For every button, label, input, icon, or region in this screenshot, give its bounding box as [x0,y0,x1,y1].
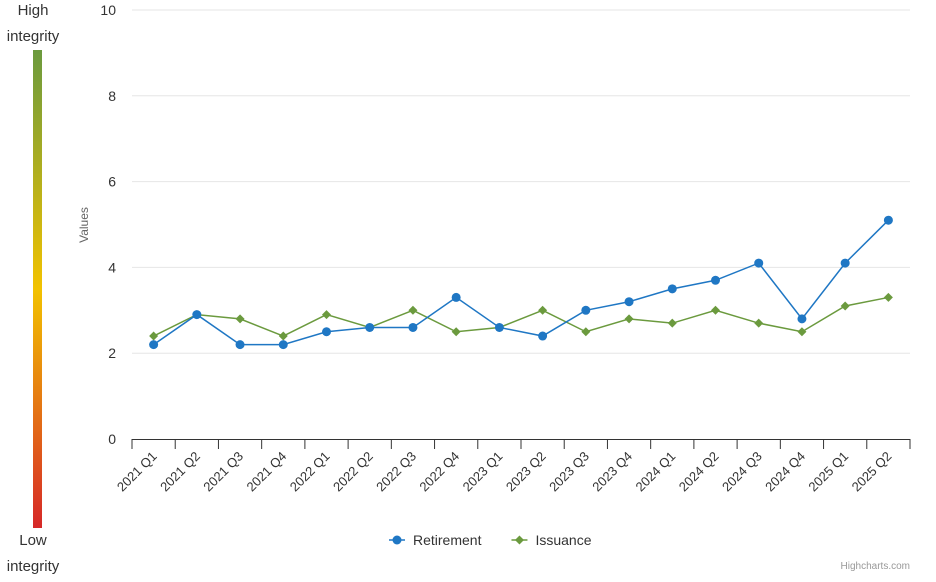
retirement-point [754,258,764,268]
high-label-line1: High [17,2,49,19]
x-tick-label: 2025 Q2 [849,449,895,495]
retirement-point [235,340,245,350]
y-tick-label: 10 [100,2,116,18]
y-tick-label: 2 [108,345,116,361]
retirement-point [624,297,634,307]
x-tick-label: 2021 Q3 [200,449,246,495]
issuance-point [754,318,764,328]
y-axis-title: Values [77,207,91,243]
issuance-point [149,331,159,341]
x-tick-label: 2021 Q2 [157,449,203,495]
y-tick-label: 4 [108,259,116,275]
x-tick-label: 2023 Q3 [546,449,592,495]
x-tick-label: 2024 Q4 [762,449,808,495]
issuance-point [538,305,548,315]
retirement-point [667,284,677,294]
retirement-point [581,305,591,315]
x-tick-label: 2022 Q2 [330,449,376,495]
issuance-point [235,314,245,324]
low-label-line1: Low [19,532,47,549]
high-label-line2: integrity [6,28,60,45]
retirement-point [278,340,288,350]
y-tick-label: 8 [108,88,116,104]
x-tick-label: 2023 Q2 [503,449,549,495]
issuance-point [581,327,591,337]
low-label-line2: integrity [6,558,60,575]
x-tick-label: 2021 Q1 [114,449,160,495]
issuance-point [451,327,461,337]
retirement-point [192,310,202,320]
issuance-point [322,310,331,320]
retirement-point [365,322,375,332]
retirement-point [538,331,548,341]
retirement-point [149,340,159,350]
issuance-series-line [153,296,889,337]
retirement-point [797,314,807,324]
issuance-legend-label[interactable]: Issuance [535,532,591,548]
x-tick-label: 2022 Q3 [373,449,419,495]
retirement-legend-marker [392,535,402,545]
issuance-point [711,305,720,315]
issuance-point [667,318,677,328]
retirement-point [322,327,331,337]
x-tick-label: 2024 Q2 [676,449,722,495]
retirement-point [408,322,418,332]
integrity-gradient-bar [33,50,42,528]
y-tick-label: 0 [108,431,116,447]
highcharts-credits[interactable]: Highcharts.com [840,561,910,572]
x-tick-label: 2021 Q4 [244,449,290,495]
x-tick-label: 2024 Q1 [633,449,679,495]
retirement-point [451,292,461,302]
high-integrity-label: High integrity [0,0,66,50]
issuance-point [624,314,634,324]
retirement-point [711,275,720,285]
retirement-legend-label[interactable]: Retirement [413,532,482,548]
x-tick-label: 2023 Q4 [589,449,635,495]
y-tick-label: 6 [108,174,116,190]
retirement-point [494,322,504,332]
x-tick-label: 2022 Q1 [287,449,333,495]
x-tick-label: 2023 Q1 [460,449,506,495]
issuance-point [278,331,288,341]
retirement-series-line [153,219,889,346]
low-integrity-label: Low integrity [0,528,66,580]
retirement-point [840,258,850,268]
x-tick-label: 2024 Q3 [719,449,765,495]
issuance-point [408,305,418,315]
issuance-legend-marker [514,535,524,545]
x-tick-label: 2022 Q4 [416,449,462,495]
issuance-point [883,292,893,302]
issuance-point [797,327,807,337]
x-tick-label: 2025 Q1 [805,449,851,495]
issuance-point [840,301,850,311]
retirement-point [883,215,893,225]
